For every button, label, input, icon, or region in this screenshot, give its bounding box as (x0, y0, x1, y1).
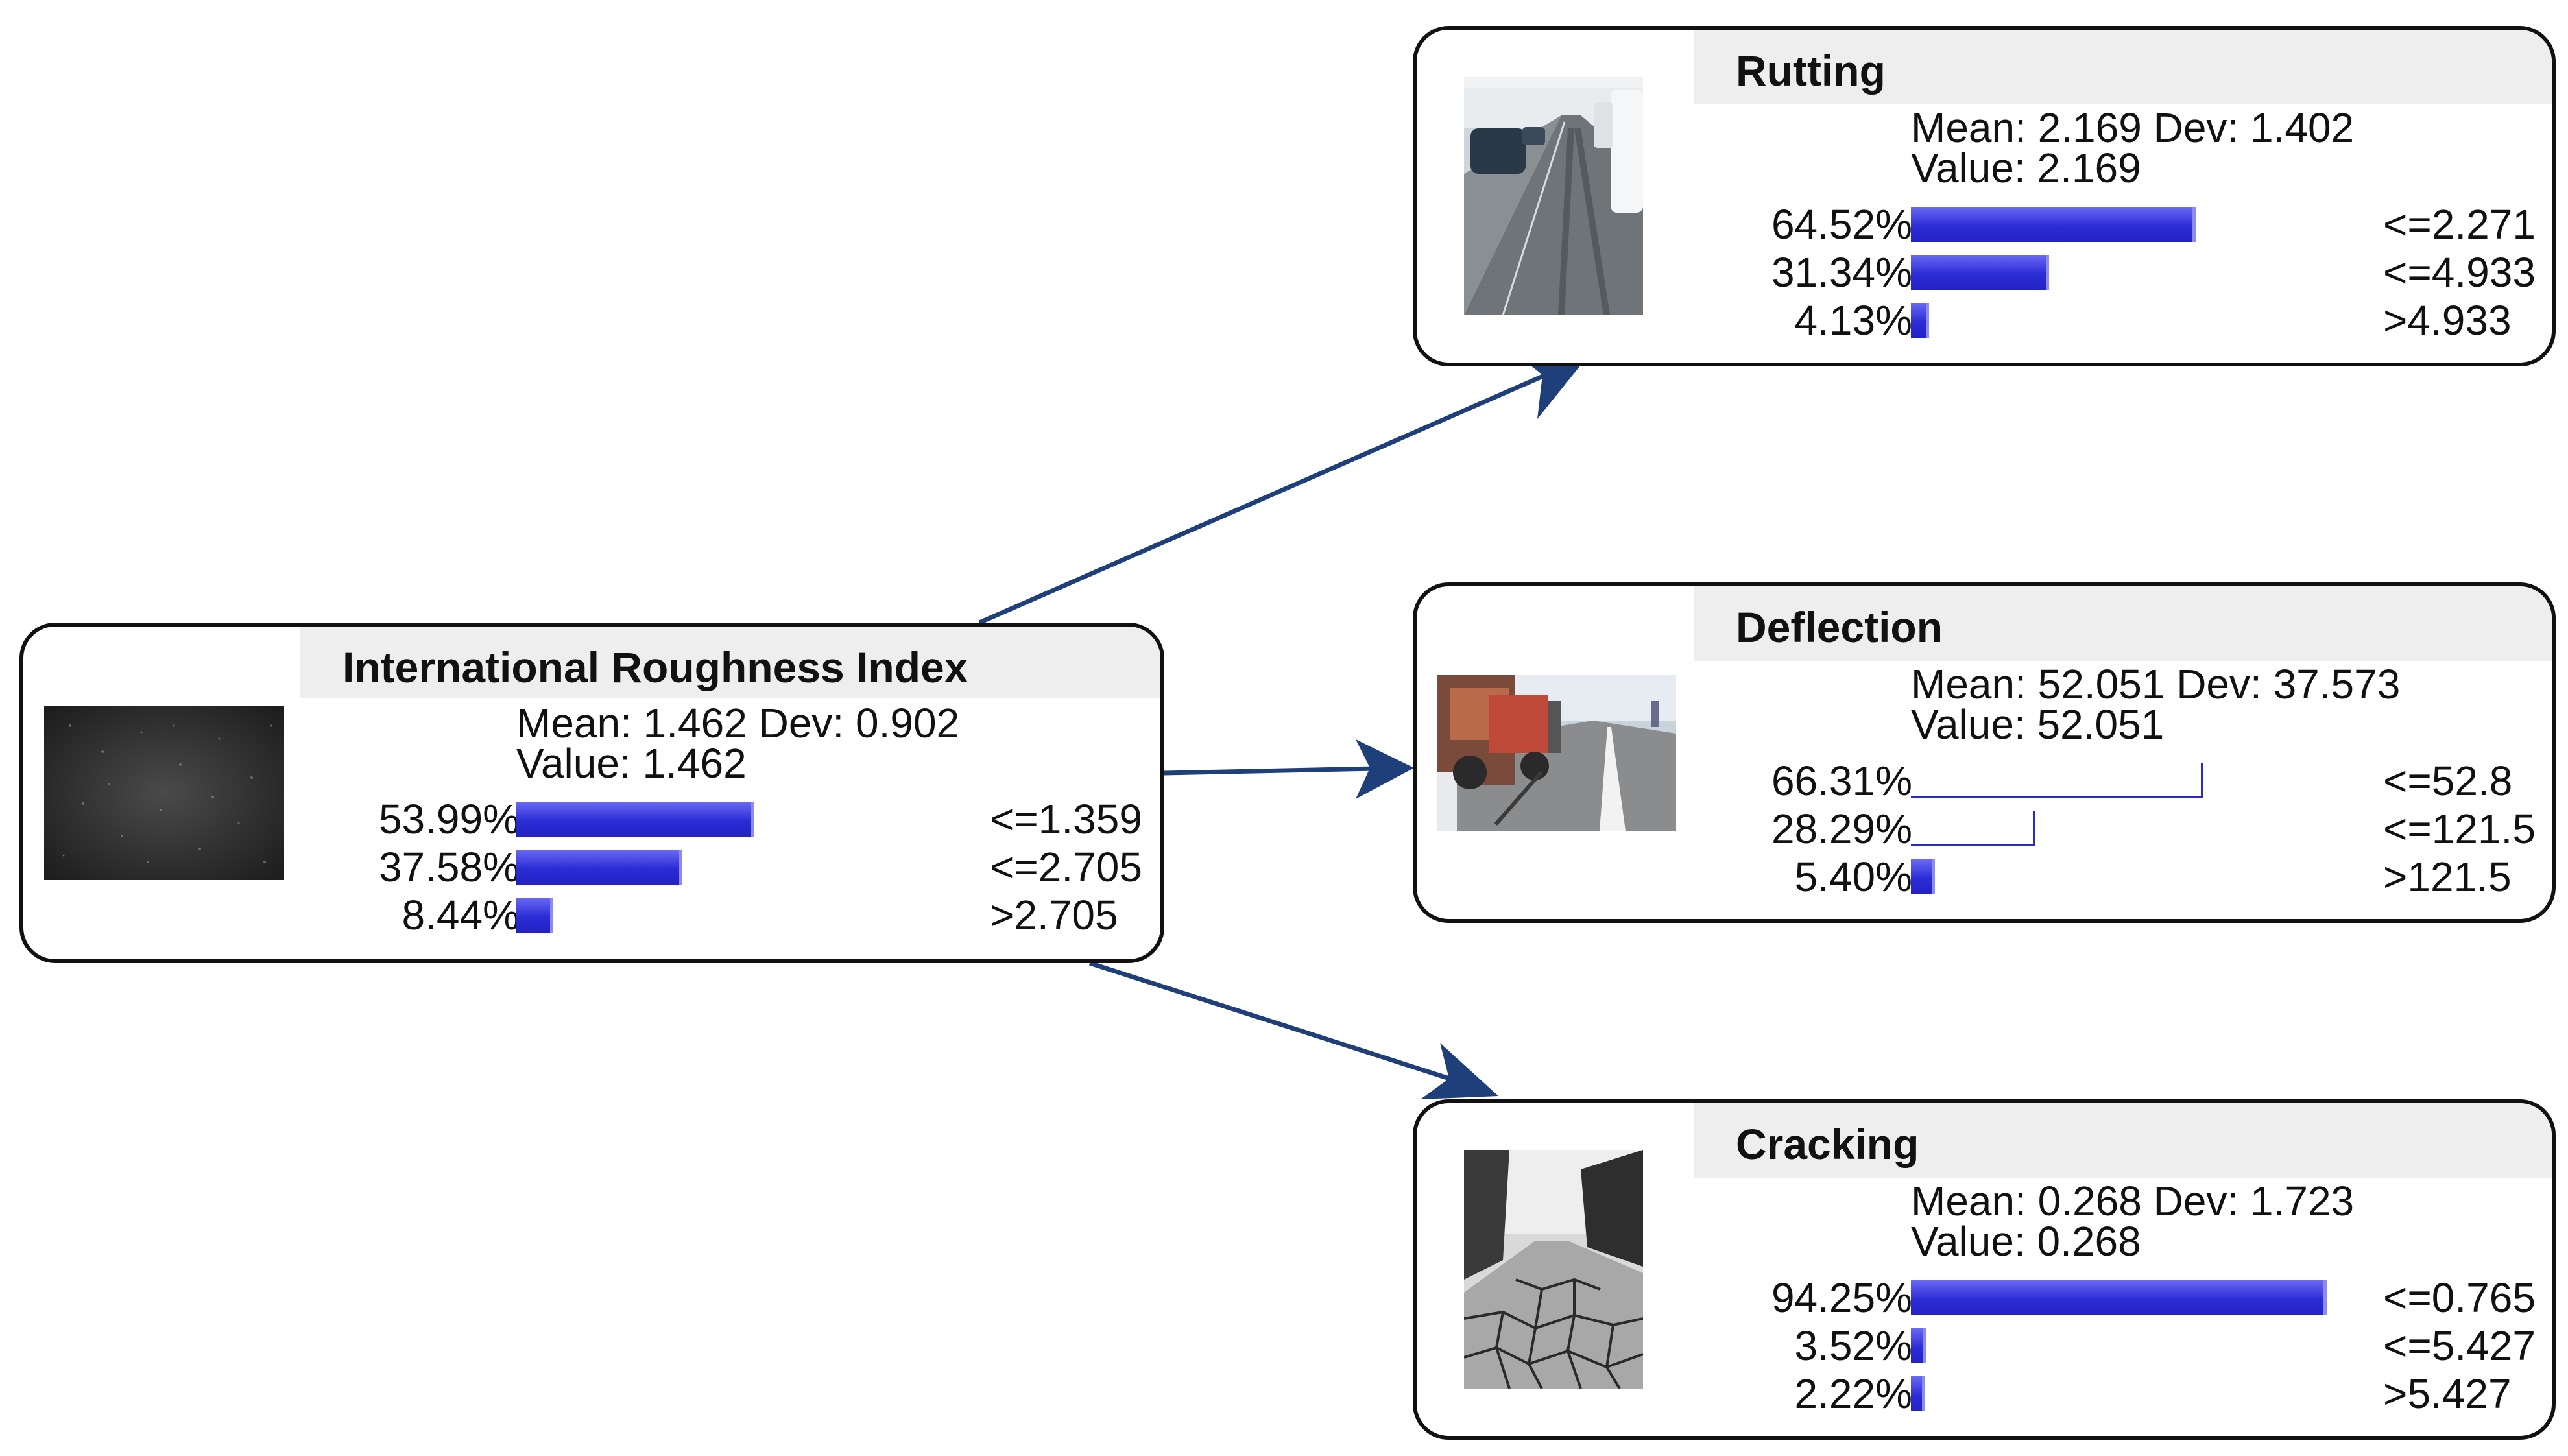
node-stats: Mean: 1.462 Dev: 0.902 Value: 1.462 (516, 700, 960, 787)
state-probability: 8.44% (402, 892, 520, 938)
state-row: 5.40% >121.5 (1417, 853, 2552, 901)
node-header: International Roughness Index (300, 627, 1160, 698)
state-probability: 37.58% (378, 844, 520, 890)
probability-bar (1911, 811, 2035, 846)
state-range: >2.705 (990, 892, 1118, 938)
node-header: Deflection (1694, 586, 2552, 661)
deflection-test-image (1437, 675, 1676, 831)
mean-dev-text: Mean: 0.268 Dev: 1.723 (1911, 1178, 2355, 1224)
rutted-road-image (1464, 77, 1643, 315)
state-range: <=52.8 (2383, 758, 2513, 804)
node-cracking[interactable]: Cracking Mean: 0.268 Dev: 1.723 Value: 0… (1413, 1099, 2556, 1440)
state-probability: 66.31% (1771, 758, 1912, 804)
state-probability: 4.13% (1794, 297, 1912, 344)
node-international-roughness-index[interactable]: International Roughness Index Mean: 1.46… (19, 623, 1164, 963)
probability-bar (1911, 1328, 1926, 1363)
state-row: 31.34% <=4.933 (1417, 248, 2552, 296)
edge-iri-to-deflection (1164, 739, 1414, 799)
probability-bar (1911, 763, 2203, 798)
probability-bar (1911, 1280, 2327, 1315)
state-range: <=2.705 (990, 844, 1142, 890)
probability-bar (1911, 207, 2196, 242)
probability-bar (1911, 303, 1929, 338)
state-probability: 94.25% (1771, 1274, 1912, 1321)
state-row: 8.44% >2.705 (23, 891, 1160, 939)
state-range: <=1.359 (990, 796, 1142, 842)
edge-iri-to-rutting (978, 355, 1586, 625)
cracked-pavement-image (1464, 1150, 1643, 1389)
probability-bar (516, 850, 682, 885)
node-stats: Mean: 52.051 Dev: 37.573 Value: 52.051 (1911, 661, 2401, 748)
state-probability: 2.22% (1794, 1370, 1912, 1417)
node-title: Cracking (1736, 1120, 1919, 1168)
value-text: Value: 0.268 (1911, 1218, 2141, 1265)
state-row: 64.52% <=2.271 (1417, 200, 2552, 248)
state-range: <=4.933 (2383, 249, 2536, 296)
value-text: Value: 2.169 (1911, 145, 2141, 191)
state-range: <=5.427 (2383, 1322, 2536, 1369)
node-stats: Mean: 0.268 Dev: 1.723 Value: 0.268 (1911, 1178, 2355, 1265)
probability-bar (516, 898, 553, 933)
value-text: Value: 52.051 (1911, 701, 2165, 748)
state-range: <=121.5 (2383, 806, 2536, 852)
mean-dev-text: Mean: 52.051 Dev: 37.573 (1911, 661, 2401, 708)
node-rutting[interactable]: Rutting Mean: 2.169 Dev: 1.402 Value: 2.… (1413, 26, 2556, 366)
node-header: Cracking (1694, 1103, 2552, 1178)
state-range: <=0.765 (2383, 1274, 2536, 1321)
state-probability: 31.34% (1771, 249, 1912, 296)
probability-bar (516, 802, 754, 837)
probability-bar (1911, 859, 1935, 894)
state-range: >5.427 (2383, 1370, 2512, 1417)
state-row: 94.25% <=0.765 (1417, 1274, 2552, 1322)
state-row: 4.13% >4.933 (1417, 296, 2552, 344)
asphalt-texture-image (44, 706, 284, 880)
state-row: 66.31% <=52.8 (1417, 757, 2552, 805)
probability-bar (1911, 255, 2049, 290)
node-stats: Mean: 2.169 Dev: 1.402 Value: 2.169 (1911, 104, 2355, 191)
probability-bar (1911, 1376, 1925, 1411)
node-deflection[interactable]: Deflection Mean: 52.051 Dev: 37.573 Valu… (1413, 582, 2556, 923)
state-row: 28.29% <=121.5 (1417, 805, 2552, 853)
node-title: International Roughness Index (342, 643, 968, 691)
state-probability: 64.52% (1771, 201, 1912, 248)
node-header: Rutting (1694, 30, 2552, 104)
state-row: 3.52% <=5.427 (1417, 1322, 2552, 1370)
state-probability: 3.52% (1794, 1322, 1912, 1369)
node-title: Rutting (1736, 47, 1886, 95)
value-text: Value: 1.462 (516, 740, 747, 787)
state-probability: 28.29% (1771, 806, 1912, 852)
state-range: <=2.271 (2383, 201, 2536, 248)
mean-dev-text: Mean: 1.462 Dev: 0.902 (516, 700, 960, 746)
state-range: >121.5 (2383, 853, 2512, 900)
state-row: 37.58% <=2.705 (23, 843, 1160, 891)
node-title: Deflection (1736, 603, 1943, 651)
state-row: 53.99% <=1.359 (23, 795, 1160, 843)
state-range: >4.933 (2383, 297, 2512, 344)
mean-dev-text: Mean: 2.169 Dev: 1.402 (1911, 104, 2355, 151)
state-probability: 53.99% (378, 796, 520, 842)
edge-iri-to-cracking (1088, 961, 1498, 1099)
state-probability: 5.40% (1794, 853, 1912, 900)
state-row: 2.22% >5.427 (1417, 1370, 2552, 1418)
